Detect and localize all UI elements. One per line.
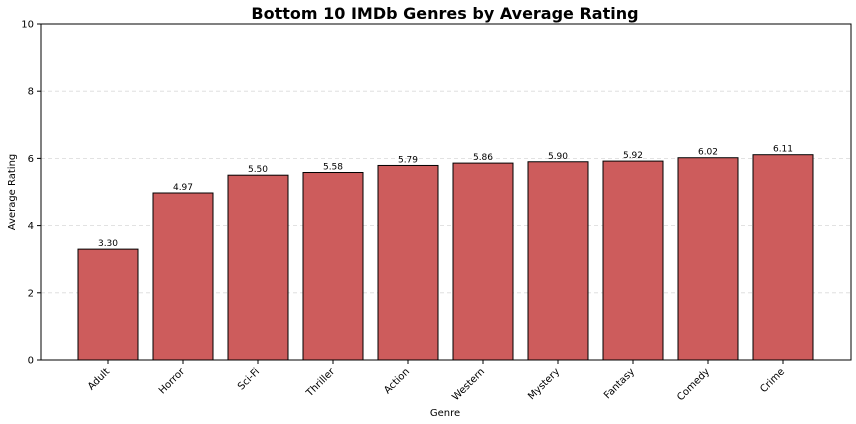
x-tick-label: Horror [157,366,188,397]
x-tick-label: Crime [758,366,787,395]
chart-title: Bottom 10 IMDb Genres by Average Rating [251,4,638,23]
data-label: 5.92 [623,151,643,161]
data-labels: 3.30 4.97 5.50 5.58 5.79 5.86 5.90 5.92 6.02 6.11 [98,145,793,249]
bar-thriller [302,172,364,361]
x-tick-label: Adult [86,366,112,392]
bar-mystery [527,161,589,361]
bar-action [377,164,439,361]
data-label: 6.11 [773,145,793,155]
x-tick-label: Action [382,366,412,396]
data-label: 3.30 [98,239,118,249]
data-label: 6.02 [698,148,718,158]
x-tick-label: Mystery [526,366,562,402]
y-axis-label: Average Rating [7,154,18,230]
bar-horror [152,192,214,361]
y-tick-label: 2 [28,288,34,299]
bar-comedy [677,157,739,361]
x-tick-label: Fantasy [602,366,637,401]
x-tick-label: Thriller [304,366,338,400]
data-label: 4.97 [173,183,193,193]
y-tick-label: 6 [28,154,34,165]
y-tick-label: 8 [28,87,34,98]
bar-western [452,162,514,361]
data-label: 5.86 [473,153,493,163]
bar-adult [77,248,139,361]
x-axis: Adult Horror Sci-Fi Thriller Action Western My… [86,360,787,403]
bars [77,154,814,361]
x-tick-label: Comedy [675,366,712,403]
y-tick-label: 10 [21,20,34,31]
plot-frame [40,23,852,361]
x-tick-label: Western [450,366,487,403]
bar-crime [752,154,814,361]
data-label: 5.90 [548,152,568,162]
x-tick-label: Sci-Fi [236,366,262,392]
data-label: 5.79 [398,155,418,165]
data-label: 5.58 [323,163,343,173]
bar-fantasy [602,160,664,361]
y-tick-label: 0 [28,356,34,367]
x-axis-label: Genre [430,408,460,419]
bar-sci-fi [227,174,289,361]
data-label: 5.50 [248,165,268,175]
y-tick-label: 4 [28,221,34,232]
y-axis: 0 2 4 6 8 10 [21,20,41,367]
